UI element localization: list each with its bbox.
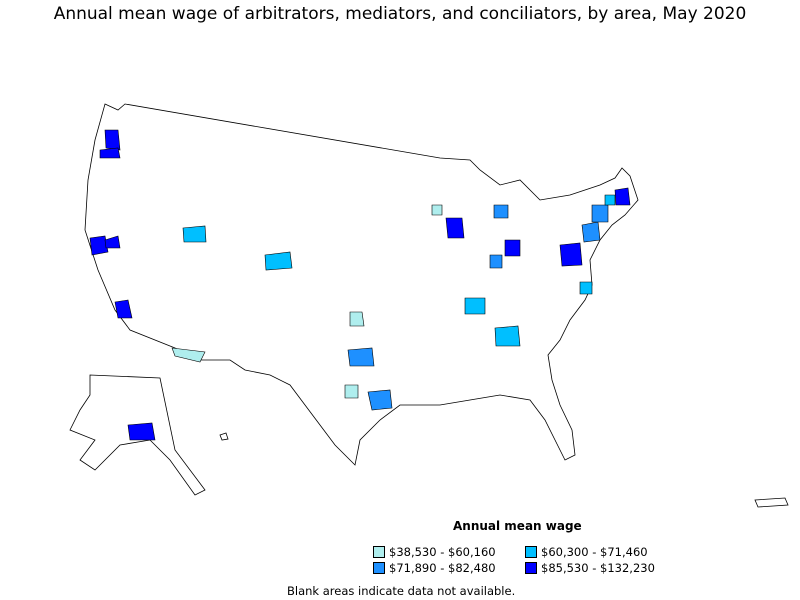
- puerto-rico: [754, 497, 789, 508]
- legend-label: $71,890 - $82,480: [389, 561, 496, 575]
- area-detroit: [493, 204, 509, 219]
- area-hartford: [604, 194, 616, 206]
- legend-title: Annual mean wage: [453, 519, 582, 533]
- area-la: [114, 299, 133, 319]
- legend-item: $71,890 - $82,480: [373, 561, 525, 575]
- legend-label: $85,530 - $132,230: [541, 561, 655, 575]
- legend-item: $85,530 - $132,230: [525, 561, 685, 575]
- legend-swatch: [525, 562, 537, 574]
- legend-swatch: [373, 562, 385, 574]
- area-tucson: [171, 347, 206, 363]
- legend-label: $38,530 - $60,160: [389, 545, 496, 559]
- area-denver: [264, 251, 293, 271]
- legend: $38,530 - $60,160 $60,300 - $71,460 $71,…: [373, 545, 685, 575]
- map-title: Annual mean wage of arbitrators, mediato…: [53, 4, 747, 24]
- legend-item: $60,300 - $71,460: [525, 545, 685, 559]
- area-portland: [99, 147, 121, 159]
- area-salt-lake: [182, 225, 207, 243]
- area-sf: [89, 235, 109, 256]
- area-okc: [349, 311, 365, 327]
- legend-item: $38,530 - $60,160: [373, 545, 525, 559]
- area-milwaukee: [431, 204, 443, 216]
- area-sacramento: [104, 235, 121, 249]
- area-austin: [344, 384, 359, 399]
- area-atlanta: [494, 325, 521, 347]
- area-chicago: [445, 217, 465, 239]
- area-philly: [581, 221, 601, 243]
- legend-swatch: [373, 546, 385, 558]
- area-cincinnati: [489, 254, 503, 269]
- area-nashville: [464, 297, 486, 315]
- footnote: Blank areas indicate data not available.: [287, 584, 516, 598]
- area-dc: [559, 242, 583, 267]
- legend-swatch: [525, 546, 537, 558]
- wage-areas: [89, 129, 631, 441]
- area-anchorage: [127, 422, 156, 441]
- area-houston: [367, 389, 393, 411]
- area-dallas: [347, 347, 375, 367]
- area-boston: [614, 187, 631, 206]
- area-columbus: [504, 239, 521, 257]
- contiguous-us: [84, 103, 639, 466]
- area-seattle: [104, 129, 121, 151]
- legend-label: $60,300 - $71,460: [541, 545, 648, 559]
- area-ny: [591, 204, 609, 223]
- area-virginia: [579, 281, 593, 295]
- hawaii: [219, 432, 229, 441]
